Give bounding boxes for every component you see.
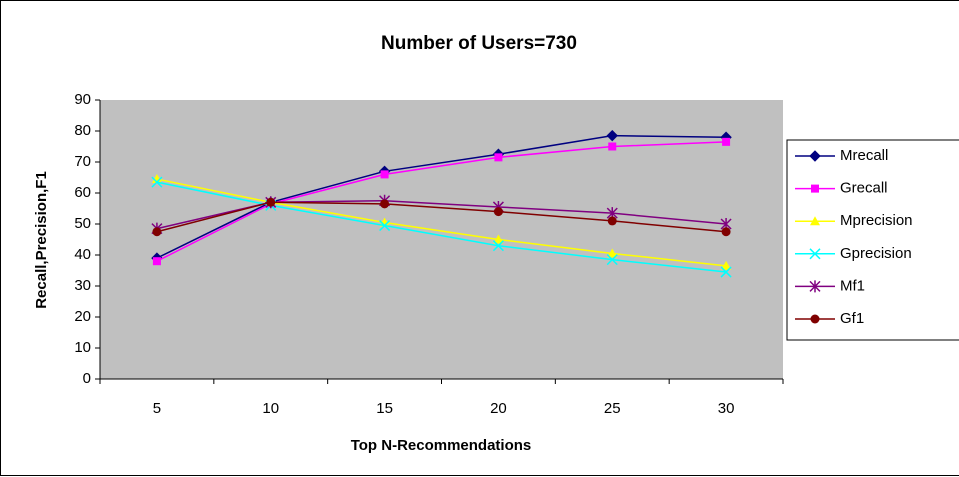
y-tick-label: 80 bbox=[74, 122, 91, 139]
legend-marker bbox=[810, 216, 820, 226]
series-line bbox=[156, 181, 727, 273]
legend-label: Gf1 bbox=[840, 310, 864, 327]
data-point bbox=[379, 217, 390, 227]
y-tick-label: 10 bbox=[74, 339, 91, 356]
y-tick-label: 70 bbox=[74, 153, 91, 170]
legend-box bbox=[786, 139, 959, 341]
data-point bbox=[151, 174, 162, 184]
series-line bbox=[156, 201, 727, 233]
legend-marker bbox=[809, 280, 821, 293]
legend-label: Mprecision bbox=[840, 212, 913, 229]
x-tick-label: 10 bbox=[262, 400, 279, 417]
legend-label: Gprecision bbox=[840, 245, 912, 262]
x-tick-label: 20 bbox=[490, 400, 507, 417]
legend-label: Mf1 bbox=[840, 277, 865, 294]
data-point bbox=[721, 260, 732, 270]
data-point bbox=[606, 254, 618, 266]
data-point bbox=[152, 227, 162, 237]
data-point bbox=[607, 216, 617, 226]
series-line bbox=[156, 178, 727, 267]
data-point bbox=[379, 220, 391, 232]
series-line bbox=[156, 141, 727, 262]
y-tick-label: 90 bbox=[74, 91, 91, 108]
data-point bbox=[493, 207, 503, 217]
plot-area bbox=[100, 100, 783, 379]
data-point bbox=[266, 197, 276, 207]
x-tick-label: 30 bbox=[718, 400, 735, 417]
y-tick-label: 20 bbox=[74, 308, 91, 325]
data-point bbox=[151, 176, 163, 188]
y-tick-label: 0 bbox=[83, 370, 91, 387]
x-tick-label: 5 bbox=[153, 400, 161, 417]
y-tick-label: 50 bbox=[74, 215, 91, 232]
y-tick-label: 30 bbox=[74, 277, 91, 294]
y-axis-label: Recall,Precision,F1 bbox=[33, 171, 50, 309]
legend-label: Mrecall bbox=[840, 147, 888, 164]
y-tick-label: 40 bbox=[74, 246, 91, 263]
legend-marker bbox=[811, 184, 819, 193]
data-point bbox=[606, 129, 618, 142]
data-point bbox=[722, 137, 731, 146]
series-line bbox=[156, 134, 727, 259]
y-tick-label: 60 bbox=[74, 184, 91, 201]
legend-marker bbox=[810, 314, 820, 324]
data-point bbox=[608, 142, 617, 151]
data-point bbox=[380, 170, 389, 179]
data-point bbox=[721, 227, 731, 237]
data-point bbox=[494, 153, 503, 162]
x-tick-label: 15 bbox=[376, 400, 393, 417]
data-point bbox=[493, 234, 504, 244]
chart-title: Number of Users=730 bbox=[381, 33, 577, 54]
legend-marker bbox=[809, 248, 821, 260]
data-point bbox=[492, 240, 504, 252]
x-tick-label: 25 bbox=[604, 400, 621, 417]
x-axis-label: Top N-Recommendations bbox=[351, 437, 532, 454]
data-point bbox=[380, 199, 390, 209]
data-point bbox=[720, 266, 732, 278]
data-point bbox=[152, 257, 161, 266]
data-point bbox=[607, 248, 618, 258]
legend-marker bbox=[809, 150, 821, 162]
legend-label: Grecall bbox=[840, 180, 888, 197]
